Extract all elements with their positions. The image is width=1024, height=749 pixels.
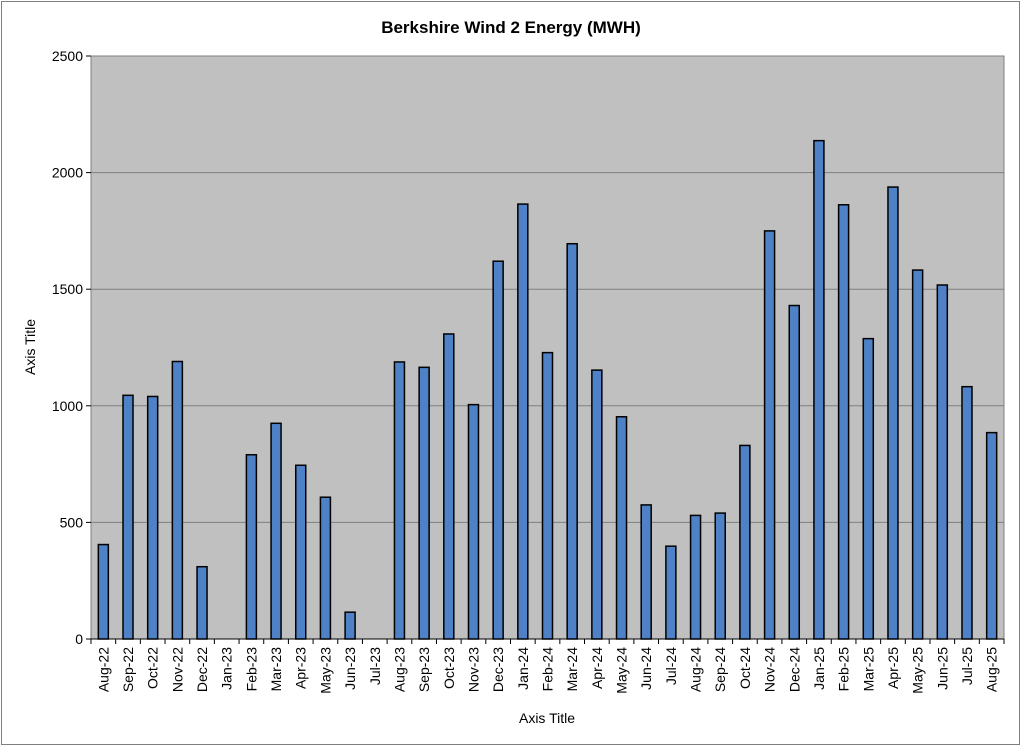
x-tick-label: Aug-23 [391,647,407,692]
x-tick-label: Apr-25 [885,647,901,689]
x-tick-label: Jan-23 [219,647,235,690]
x-tick-label: Dec-23 [490,647,506,692]
bar-apr-25 [887,186,899,640]
bar-aug-24 [689,514,702,640]
x-tick-label: Nov-22 [169,647,185,692]
bar-oct-23 [443,333,455,640]
bar-aug-25 [985,431,998,640]
x-tick-label: Feb-24 [540,647,556,692]
bar-nov-24 [763,230,776,640]
x-tick-label: Jun-23 [342,647,358,690]
bar-jan-25 [813,139,825,640]
x-tick-label: Mar-24 [564,647,580,692]
x-tick-label: Dec-22 [194,647,210,692]
bar-sep-24 [714,512,726,640]
bar-dec-22 [196,565,208,640]
x-tick-label: Feb-25 [836,647,852,692]
x-tick-label: Apr-23 [293,647,309,689]
x-tick-label: Sep-24 [712,647,728,692]
bar-jun-23 [344,611,356,640]
bar-jul-25 [961,385,973,640]
bar-sep-22 [122,394,134,640]
x-axis-ticks: Aug-22 Sep-22 Oct-22 Nov-22 Dec-22 Jan-23 Feb-… [90,638,1005,694]
bar-feb-24 [541,351,554,640]
x-tick-label: Oct-22 [145,647,161,689]
y-tick-label: 500 [60,514,84,530]
x-tick-label: Jun-25 [934,647,950,690]
bar-aug-23 [393,361,406,640]
bar-dec-24 [788,304,801,640]
x-tick-label: May-23 [317,647,333,694]
chart-title: Berkshire Wind 2 Energy (MWH) [381,18,641,37]
x-tick-label: Aug-24 [688,647,704,692]
y-axis-title: Axis Title [22,319,38,375]
bar-may-24 [615,416,628,640]
bar-oct-22 [146,395,159,640]
bar-oct-24 [739,444,751,640]
x-tick-label: Apr-24 [589,647,605,689]
bar-mar-24 [566,242,578,640]
x-tick-label: May-24 [614,647,630,694]
x-tick-label: Mar-23 [268,647,284,692]
x-tick-label: Nov-23 [465,647,481,692]
x-tick-label: Jul-24 [663,647,679,685]
bar-jun-24 [640,504,652,640]
x-tick-label: Oct-23 [441,647,457,689]
x-tick-label: Aug-22 [95,647,111,692]
y-tick-label: 0 [75,631,83,647]
y-axis-ticks: 0 500 1000 1500 2000 2500 [52,48,91,647]
x-tick-label: Jun-24 [638,647,654,690]
x-tick-label: Sep-23 [416,647,432,692]
x-tick-label: Jul-23 [367,647,383,685]
y-tick-label: 2000 [52,165,83,181]
x-tick-label: Aug-25 [984,647,1000,692]
bar-mar-23 [270,422,282,640]
x-tick-label: Dec-24 [786,647,802,692]
bar-aug-22 [97,543,110,640]
x-tick-label: Feb-23 [243,647,259,692]
bar-series [97,139,998,640]
x-tick-label: Mar-25 [860,647,876,692]
bar-feb-23 [245,454,258,640]
x-tick-label: Oct-24 [737,647,753,689]
bar-feb-25 [837,204,850,640]
bar-jul-24 [665,545,677,640]
y-tick-label: 1500 [52,281,83,297]
x-tick-label: Jan-25 [811,647,827,690]
x-tick-label: Nov-24 [762,647,778,692]
bar-may-23 [319,496,332,640]
bar-sep-23 [418,366,430,640]
bar-jun-25 [936,284,949,640]
x-tick-label: Sep-22 [120,647,136,692]
x-axis-title: Axis Title [519,710,575,726]
bar-jan-24 [517,203,529,640]
bar-apr-23 [294,464,307,640]
x-tick-label: Jan-24 [515,647,531,690]
y-tick-label: 1000 [52,398,83,414]
x-tick-label: Jul-25 [959,647,975,685]
bar-nov-22 [171,360,184,640]
bar-may-25 [911,269,924,640]
x-tick-label: May-25 [910,647,926,694]
bar-nov-23 [467,403,480,640]
bar-dec-23 [492,260,504,640]
bar-apr-24 [591,369,603,640]
y-tick-label: 2500 [52,48,83,64]
bar-mar-25 [862,337,875,640]
